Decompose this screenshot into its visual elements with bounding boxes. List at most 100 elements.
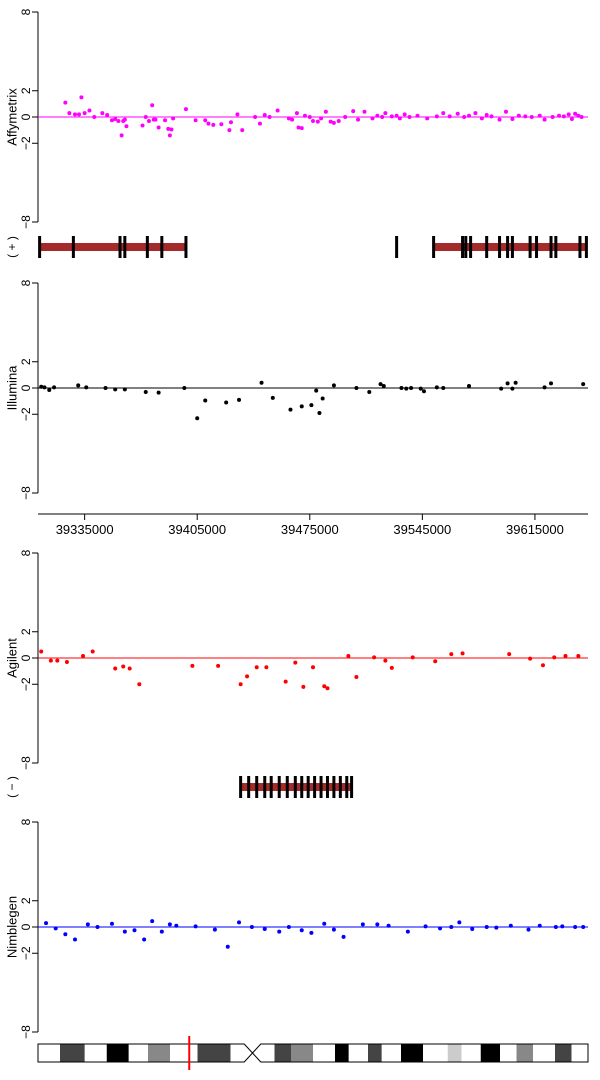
illumina-point [122,387,127,392]
affymetrix-point [370,116,375,121]
illumina-point [103,386,108,390]
affymetrix-point [193,118,198,123]
illumina-point [320,396,325,401]
illumina-y-tick-label: 0 [19,384,33,391]
ideogram-band [480,1044,500,1062]
nimblegen-point [573,925,578,929]
illumina-point [499,386,504,391]
agilent-point [346,654,351,659]
plus-strand-exon-mark [485,236,489,258]
affymetrix-point [397,116,402,121]
nimblegen-point [193,924,198,929]
minus-strand-exon-mark [269,776,273,798]
nimblegen-point [262,926,267,931]
illumina-point [441,386,446,390]
affymetrix-point [156,125,161,130]
agilent-point [383,658,388,663]
affymetrix-point [63,100,68,105]
affymetrix-point [87,108,92,113]
minus-strand-exon-mark [332,776,336,798]
plus-strand-exon-mark [184,236,188,258]
x-tick-label: 39405000 [168,522,226,537]
affymetrix-point [425,116,430,121]
affymetrix-point [153,117,158,122]
affymetrix-point [119,133,124,138]
ideogram-band [106,1044,129,1062]
nimblegen-point [581,925,586,929]
illumina-point [259,380,264,385]
illumina-point [113,387,118,392]
ideogram-band [555,1044,572,1062]
affymetrix-point [275,108,280,113]
affymetrix-point [109,118,114,123]
affymetrix-point [253,115,258,119]
affymetrix-point [267,115,272,119]
plus-strand-gene-bar [39,243,186,251]
agilent-point [283,679,288,684]
illumina-point [309,403,314,408]
affymetrix-point [479,116,484,121]
affymetrix-point [296,125,301,130]
plus-strand-exon-mark [510,236,514,258]
nimblegen-point [44,921,49,926]
affymetrix-point [510,116,515,121]
plus-strand-exon-mark [118,236,122,258]
x-tick-label: 39475000 [281,522,339,537]
nimblegen-point [360,922,365,927]
plus-strand-exon-mark [506,236,510,258]
affymetrix-point [523,114,528,119]
affymetrix-point [561,114,566,119]
affymetrix-point [455,111,460,116]
ideogram-band [516,1044,533,1062]
plus-strand-exon-mark [71,236,75,258]
plus-strand-exon-mark [498,236,502,258]
agilent-point [507,652,512,657]
illumina-point [367,389,372,394]
ideogram-band [170,1044,198,1062]
affymetrix-point [290,117,295,122]
ideogram-band [401,1044,423,1062]
plus-strand-exon-mark [554,236,558,258]
ideogram-band [148,1044,170,1062]
nimblegen-point [286,925,291,929]
illumina-point [421,389,426,394]
nimblegen-point [225,944,230,949]
affymetrix-point [466,113,471,118]
nimblegen-point [159,929,164,934]
affymetrix-point [489,114,494,119]
illumina-point [52,385,57,390]
agilent-y-tick-label: 8 [19,549,33,556]
plus-strand-exon-mark [549,236,553,258]
affymetrix-point [550,115,555,119]
affymetrix-point [394,113,399,118]
agilent-point [354,675,359,680]
nimblegen-point [237,920,242,925]
illumina-point [542,385,547,390]
affymetrix-point [228,120,233,125]
nimblegen-point [122,929,127,934]
agilent-point [322,684,327,689]
affymetrix-point [163,118,168,123]
illumina-y-label: Illumina [5,365,20,411]
nimblegen-y-tick-label: 0 [19,923,33,930]
ideogram-band [368,1044,382,1062]
agilent-y-tick-label: −2 [19,677,33,691]
ideogram-band [533,1044,555,1062]
illumina-point [378,382,383,387]
illumina-point [381,384,386,389]
affymetrix-point [331,120,336,125]
ideogram-band [381,1044,401,1062]
affymetrix-point [351,109,356,114]
agilent-point [528,656,533,661]
illumina-point [466,384,471,389]
agilent-point [254,665,259,670]
affymetrix-point [143,115,148,119]
agilent-point [540,663,545,668]
agilent-point [48,658,53,663]
affymetrix-point [82,111,87,116]
nimblegen-point [494,925,499,930]
nimblegen-point [212,927,217,932]
nimblegen-point [299,928,304,933]
ideogram-band [313,1044,335,1062]
plus-strand-exon-mark [145,236,149,258]
